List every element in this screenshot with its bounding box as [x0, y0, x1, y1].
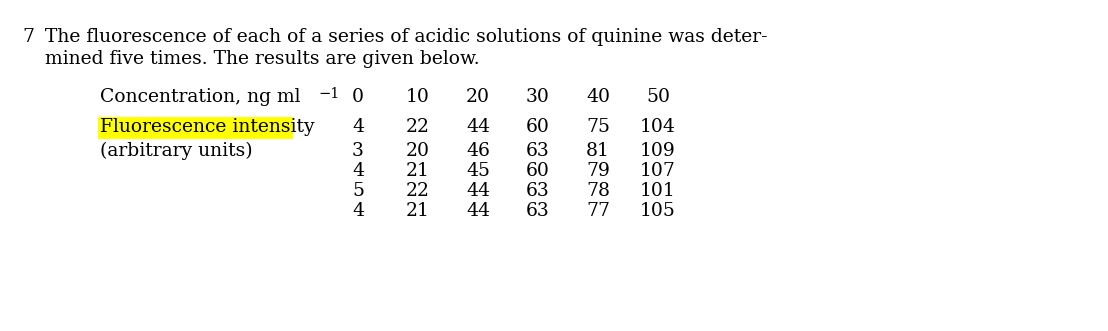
Text: 40: 40 — [586, 88, 611, 106]
Text: 30: 30 — [526, 88, 550, 106]
Text: 75: 75 — [586, 118, 611, 136]
Text: 77: 77 — [586, 202, 611, 220]
Text: The fluorescence of each of a series of acidic solutions of quinine was deter-: The fluorescence of each of a series of … — [45, 28, 768, 46]
Text: 105: 105 — [640, 202, 676, 220]
Text: 79: 79 — [586, 162, 609, 180]
Text: 5: 5 — [352, 182, 365, 200]
Text: 3: 3 — [352, 142, 363, 160]
Text: 63: 63 — [526, 202, 550, 220]
Text: 101: 101 — [640, 182, 676, 200]
Text: 78: 78 — [586, 182, 611, 200]
Text: 4: 4 — [352, 162, 365, 180]
Text: 7: 7 — [22, 28, 34, 46]
Text: 4: 4 — [352, 202, 365, 220]
Text: 63: 63 — [526, 182, 550, 200]
Text: 22: 22 — [406, 182, 430, 200]
Text: 109: 109 — [640, 142, 676, 160]
Text: 45: 45 — [466, 162, 490, 180]
Text: Fluorescence intensity: Fluorescence intensity — [100, 118, 315, 136]
Text: 50: 50 — [646, 88, 670, 106]
Text: 60: 60 — [526, 162, 550, 180]
Text: (arbitrary units): (arbitrary units) — [100, 142, 253, 160]
Bar — [98, 117, 293, 139]
Text: 0: 0 — [352, 88, 365, 106]
Text: 44: 44 — [466, 202, 490, 220]
Text: 60: 60 — [526, 118, 550, 136]
Text: 44: 44 — [466, 182, 490, 200]
Text: Concentration, ng ml: Concentration, ng ml — [100, 88, 300, 106]
Text: 20: 20 — [466, 88, 490, 106]
Text: 81: 81 — [586, 142, 609, 160]
Text: −1: −1 — [318, 87, 339, 101]
Text: 4: 4 — [352, 118, 365, 136]
Text: 46: 46 — [466, 142, 490, 160]
Text: 63: 63 — [526, 142, 550, 160]
Text: 22: 22 — [406, 118, 430, 136]
Text: 104: 104 — [640, 118, 676, 136]
Text: 107: 107 — [640, 162, 676, 180]
Text: 44: 44 — [466, 118, 490, 136]
Text: 20: 20 — [406, 142, 430, 160]
Text: mined five times. The results are given below.: mined five times. The results are given … — [45, 50, 480, 68]
Text: 21: 21 — [406, 202, 430, 220]
Text: 21: 21 — [406, 162, 430, 180]
Text: 10: 10 — [406, 88, 430, 106]
